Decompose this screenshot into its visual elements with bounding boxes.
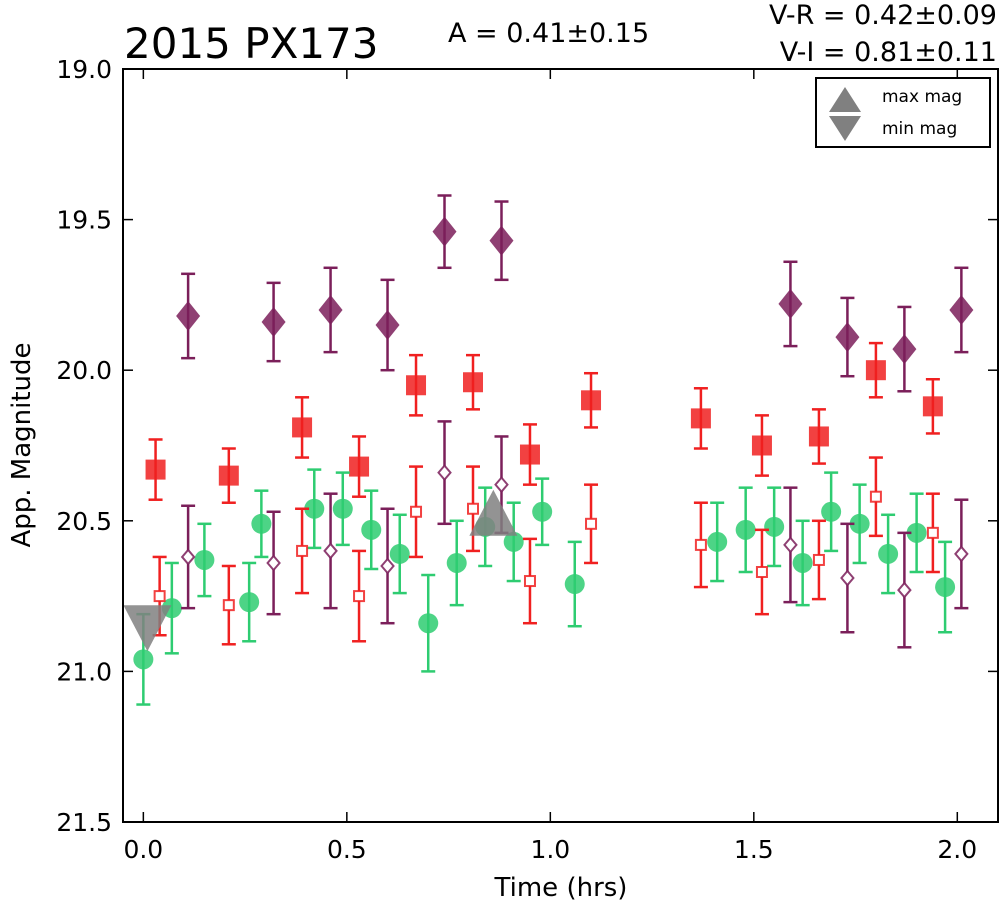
point-filledcircle-9 <box>418 613 439 634</box>
point-filledcircle-10 <box>446 552 467 573</box>
y-tick-label-3: 20.5 <box>56 507 112 536</box>
point-filledsquare-9 <box>751 435 772 456</box>
point-filledsquare-3 <box>349 456 370 477</box>
point-opendiamond-3 <box>380 557 395 575</box>
point-filledcircle-4 <box>251 513 272 534</box>
point-opensquare-4 <box>410 505 423 518</box>
point-filledcircle-12 <box>503 531 524 552</box>
point-opendiamond-8 <box>897 581 912 599</box>
point-filleddiamond-0 <box>176 300 201 331</box>
point-opendiamond-0 <box>180 548 196 566</box>
point-filledsquare-6 <box>519 444 540 465</box>
amplitude-label: A = 0.41±0.15 <box>448 18 649 49</box>
point-opendiamond-5 <box>494 476 509 494</box>
color-index-vi: V-I = 0.81±0.11 <box>780 37 997 68</box>
legend-max-mag-label: max mag <box>882 87 962 107</box>
point-filledcircle-5 <box>304 498 325 519</box>
min-mag-marker <box>123 605 172 652</box>
x-tick-label-2: 1.0 <box>530 835 570 864</box>
y-tick-label-5: 21.5 <box>56 808 112 837</box>
y-tick-label-1: 19.5 <box>56 206 112 235</box>
point-opendiamond-4 <box>437 464 452 482</box>
point-opensquare-10 <box>812 553 825 566</box>
point-filledsquare-4 <box>406 375 427 396</box>
point-filleddiamond-2 <box>318 294 343 325</box>
x-axis-label: Time (hrs) <box>494 873 628 903</box>
point-filledcircle-8 <box>389 543 410 564</box>
point-filledcircle-17 <box>764 516 785 537</box>
point-filleddiamond-8 <box>892 334 917 365</box>
point-filleddiamond-3 <box>375 310 400 341</box>
x-tick-label-3: 1.5 <box>734 835 774 864</box>
point-filledcircle-22 <box>906 522 927 543</box>
point-filledcircle-19 <box>821 501 842 522</box>
point-filledsquare-0 <box>145 459 166 480</box>
point-opensquare-1 <box>222 599 235 612</box>
point-filleddiamond-5 <box>489 225 514 256</box>
legend-min-mag-label: min mag <box>882 119 957 139</box>
point-filledcircle-0 <box>133 649 154 670</box>
point-filledsquare-5 <box>463 372 483 393</box>
plot-frame <box>122 68 999 823</box>
point-filledcircle-21 <box>878 543 899 564</box>
point-filledcircle-15 <box>707 531 728 552</box>
x-tick-label-0: 0.0 <box>123 835 163 864</box>
point-opensquare-5 <box>467 502 479 515</box>
legend: max mag min mag <box>815 77 991 148</box>
point-opensquare-9 <box>755 566 768 579</box>
point-filleddiamond-6 <box>778 288 803 319</box>
point-filledcircle-6 <box>332 498 353 519</box>
point-filledsquare-12 <box>922 396 943 417</box>
point-opensquare-8 <box>694 538 707 551</box>
y-tick-label-0: 19.0 <box>56 55 112 84</box>
point-filleddiamond-1 <box>261 307 286 338</box>
max-mag-marker <box>469 489 518 536</box>
point-filledcircle-14 <box>564 574 585 595</box>
point-opensquare-11 <box>869 490 882 503</box>
point-filledcircle-7 <box>361 519 382 540</box>
point-filleddiamond-4 <box>432 216 457 247</box>
x-tick-label-1: 0.5 <box>327 835 367 864</box>
point-opensquare-12 <box>926 526 939 539</box>
point-opendiamond-9 <box>954 545 969 563</box>
axes: 0.0 0.5 1.0 1.5 2.0 19.0 19.5 20.0 20.5 21.0 21.5 <box>56 55 998 864</box>
legend-max-mag-icon <box>829 87 861 112</box>
plot-area <box>123 194 974 706</box>
point-filledsquare-1 <box>218 465 239 486</box>
point-filledsquare-11 <box>865 360 886 381</box>
y-tick-label-2: 20.0 <box>56 356 112 385</box>
point-opendiamond-6 <box>783 536 798 554</box>
y-axis-label: App. Magnitude <box>7 342 37 547</box>
point-filledcircle-18 <box>792 552 813 573</box>
point-opendiamond-7 <box>840 569 855 587</box>
point-filledcircle-3 <box>239 592 260 613</box>
point-filledcircle-13 <box>532 501 553 522</box>
point-filledsquare-8 <box>690 408 711 429</box>
point-opensquare-3 <box>353 590 366 603</box>
legend-min-mag-icon <box>829 116 861 141</box>
x-tick-label-4: 2.0 <box>937 835 977 864</box>
point-opensquare-7 <box>585 517 598 530</box>
point-filledcircle-23 <box>935 577 956 598</box>
point-opensquare-0 <box>153 590 166 603</box>
point-filleddiamond-9 <box>949 294 974 325</box>
point-filledsquare-7 <box>581 390 602 411</box>
point-filledcircle-2 <box>194 549 215 570</box>
point-filledsquare-2 <box>292 417 313 438</box>
point-opendiamond-1 <box>266 554 281 572</box>
point-filledcircle-20 <box>849 513 870 534</box>
point-filleddiamond-7 <box>835 322 860 353</box>
point-opensquare-2 <box>296 544 309 557</box>
point-filledcircle-16 <box>735 519 756 540</box>
color-index-vr: V-R = 0.42±0.09 <box>769 0 997 31</box>
point-opensquare-6 <box>523 575 536 588</box>
chart-title: 2015 PX173 <box>124 19 379 68</box>
point-opendiamond-2 <box>323 542 338 560</box>
point-filledsquare-10 <box>808 426 829 447</box>
y-tick-label-4: 21.0 <box>56 657 112 686</box>
